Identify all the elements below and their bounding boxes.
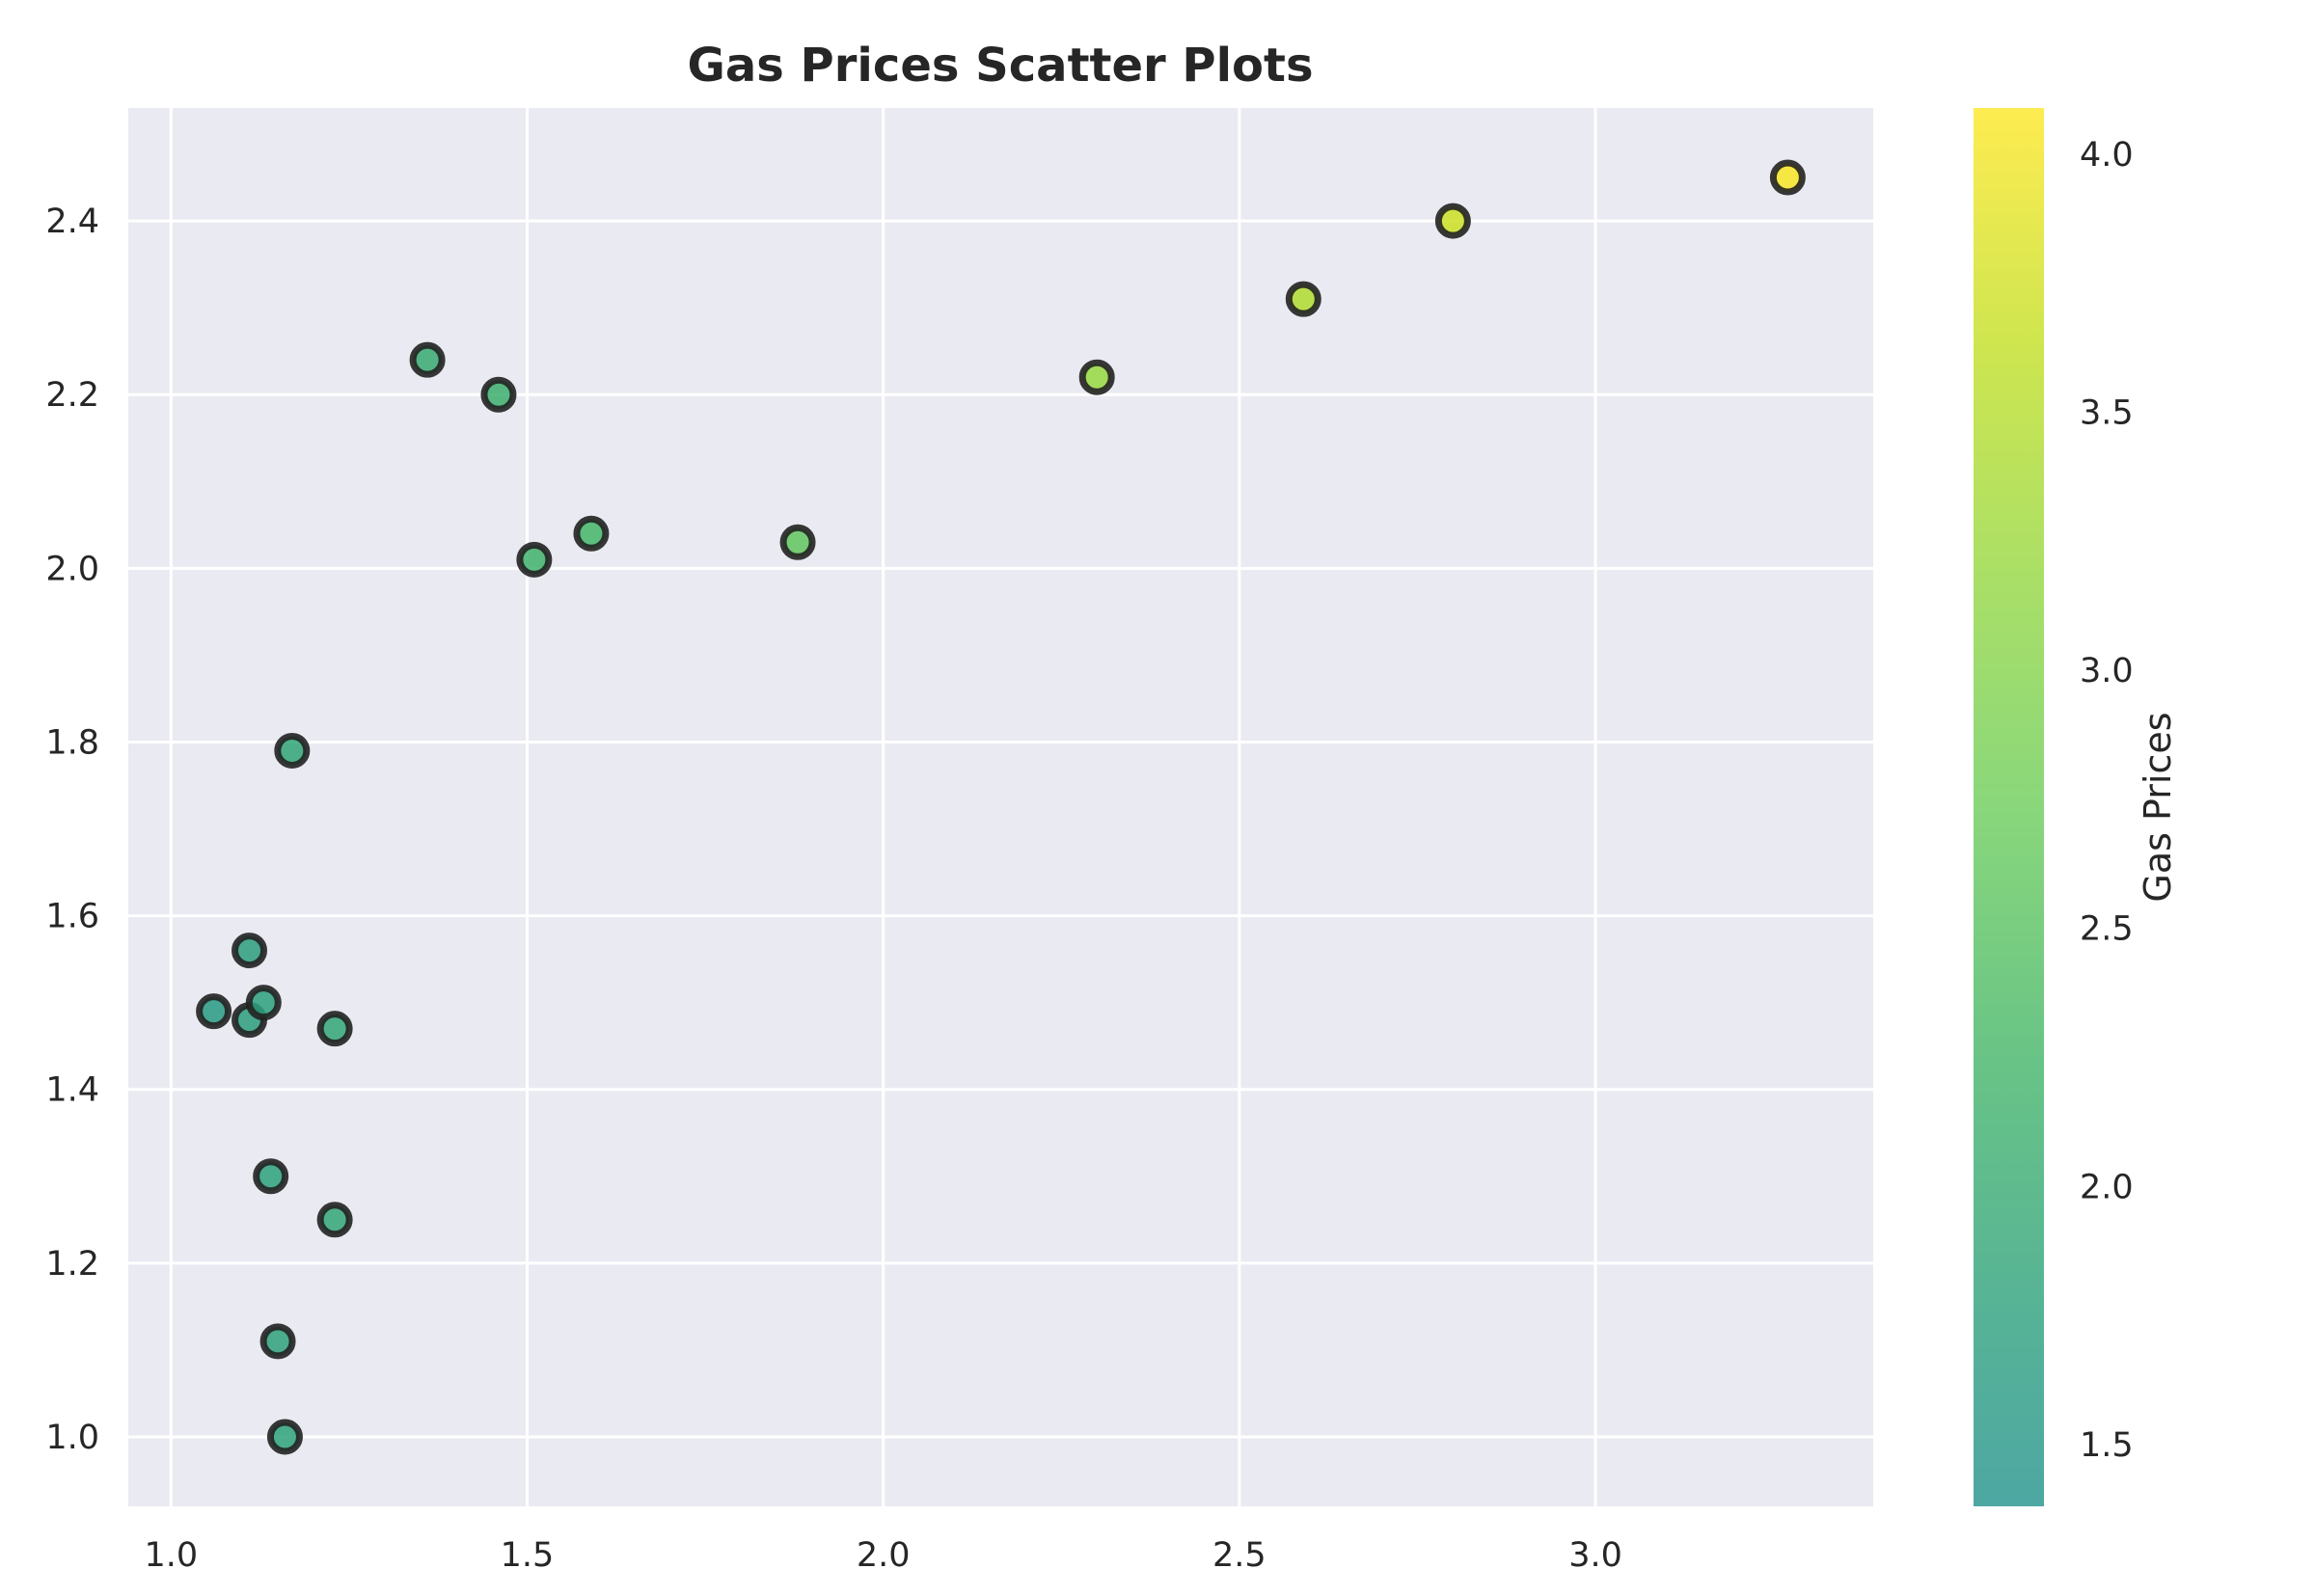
colorbar-label: Gas Prices (2137, 712, 2179, 902)
y-tick-label: 2.0 (45, 550, 99, 588)
x-tick-label: 1.0 (144, 1536, 198, 1575)
y-tick-label: 2.4 (45, 203, 99, 241)
data-point (516, 541, 553, 578)
data-point (1769, 159, 1806, 196)
colorbar-tick-label: 1.5 (2080, 1426, 2134, 1465)
grid-lines (128, 108, 1873, 1506)
y-tick-label: 2.2 (45, 376, 99, 415)
chart-title: Gas Prices Scatter Plots (687, 39, 1313, 93)
x-tick-label: 2.0 (857, 1536, 911, 1575)
data-point (316, 1202, 353, 1238)
x-tick-label: 3.0 (1568, 1536, 1622, 1575)
colorbar: 1.5 2.0 2.5 3.0 3.5 4.0 Gas Prices (1974, 108, 2179, 1506)
colorbar-tick-label: 4.0 (2080, 136, 2134, 175)
data-point (409, 341, 446, 378)
data-point (779, 524, 816, 560)
data-point (1078, 359, 1115, 395)
y-tick-label: 1.0 (45, 1419, 99, 1457)
data-point (274, 732, 311, 769)
colorbar-tick-label: 3.5 (2080, 394, 2134, 433)
data-point (573, 515, 610, 552)
data-point (1285, 281, 1321, 317)
colorbar-tick-label: 2.5 (2080, 910, 2134, 949)
plot-area (128, 108, 1873, 1506)
colorbar-tick-label: 2.0 (2080, 1168, 2134, 1206)
data-point (253, 1158, 289, 1195)
data-point (316, 1011, 353, 1047)
colorbar-ticks: 1.5 2.0 2.5 3.0 3.5 4.0 (2080, 136, 2134, 1465)
data-point (196, 993, 232, 1030)
y-tick-label: 1.4 (45, 1071, 99, 1110)
x-tick-label: 1.5 (501, 1536, 555, 1575)
plot-background (128, 108, 1873, 1506)
y-tick-label: 1.8 (45, 723, 99, 762)
data-points (196, 159, 1806, 1455)
y-tick-label: 1.2 (45, 1245, 99, 1284)
colorbar-gradient (1974, 108, 2044, 1506)
data-point (259, 1323, 296, 1360)
data-point (266, 1419, 303, 1455)
data-point (232, 933, 268, 969)
x-axis-ticks: 1.0 1.5 2.0 2.5 3.0 (144, 1536, 1621, 1575)
data-point (480, 376, 517, 413)
y-tick-label: 1.6 (45, 898, 99, 936)
x-tick-label: 2.5 (1212, 1536, 1266, 1575)
data-point (1434, 203, 1471, 239)
y-axis-ticks: 1.0 1.2 1.4 1.6 1.8 2.0 2.2 2.4 (45, 203, 99, 1457)
data-point (245, 985, 282, 1021)
colorbar-tick-label: 3.0 (2080, 652, 2134, 690)
